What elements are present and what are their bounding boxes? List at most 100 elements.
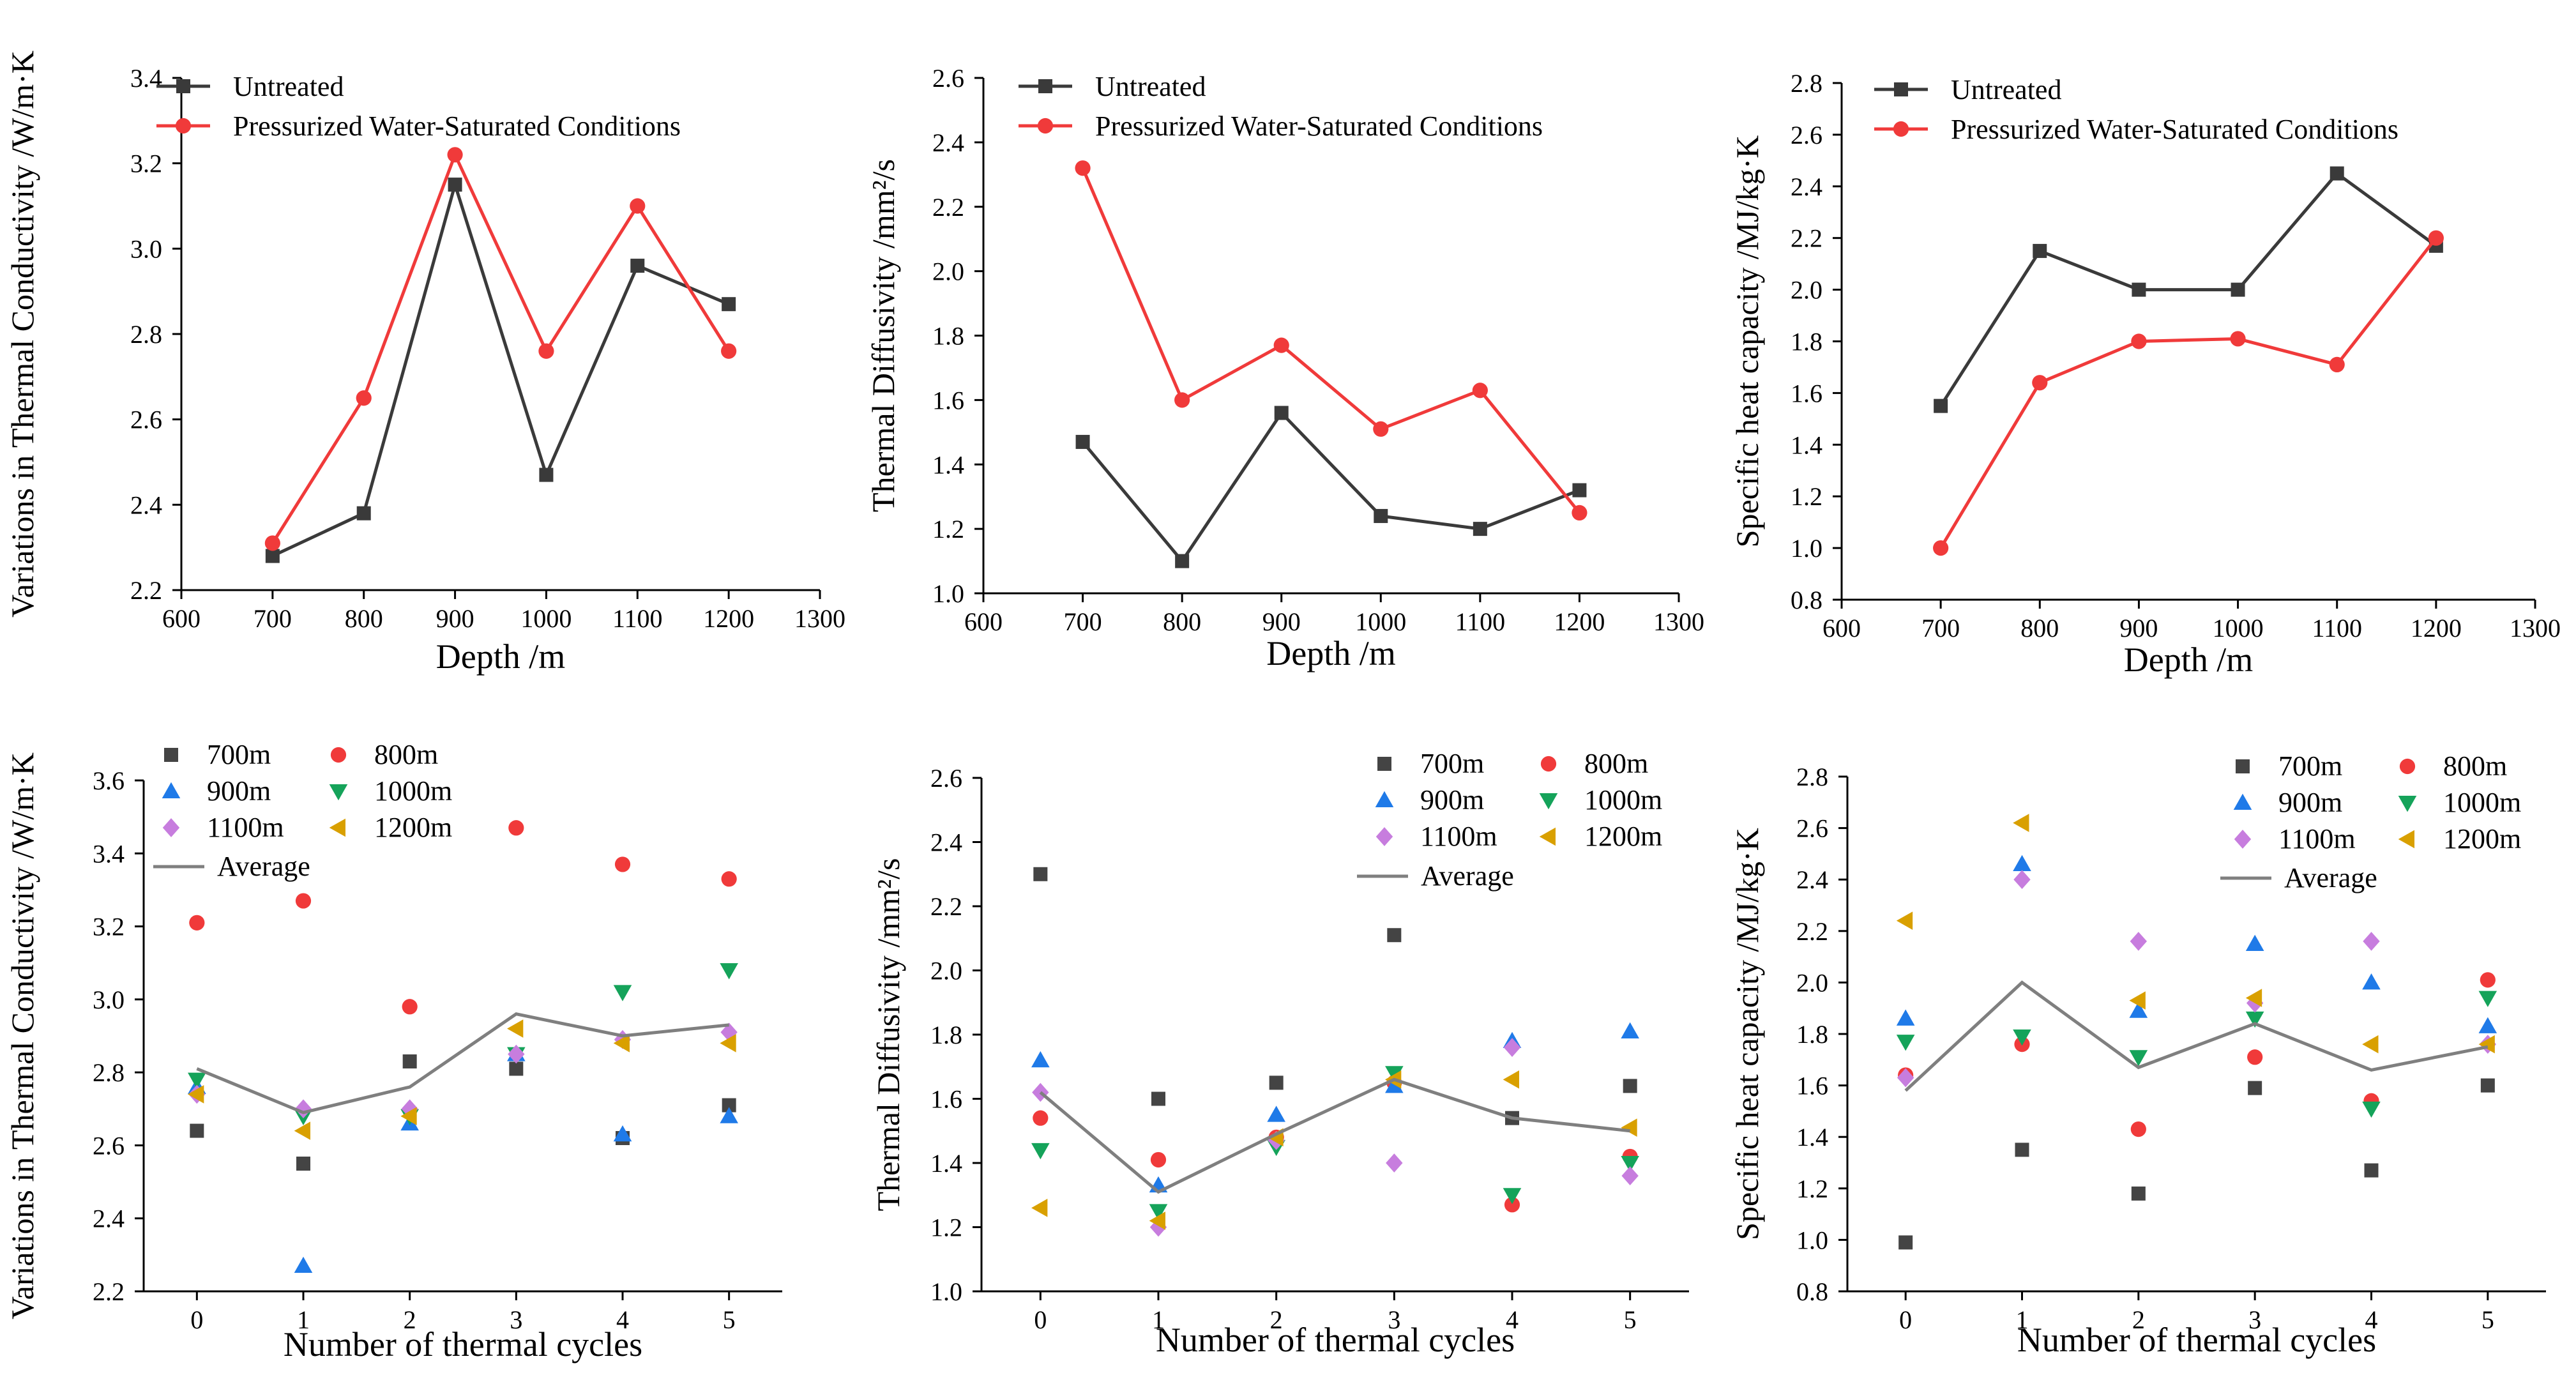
data-point-700m-5 — [722, 1098, 736, 1113]
data-point-1200m-1 — [2013, 814, 2029, 832]
data-point-pressurized-water-saturated-conditions-700 — [1075, 160, 1091, 176]
legend-marker — [164, 748, 178, 762]
x-tick-label: 700 — [1064, 607, 1102, 636]
y-tick-label: 2.2 — [930, 892, 962, 921]
x-tick-label: 2 — [404, 1305, 416, 1334]
data-point-700m-3 — [1387, 928, 1402, 943]
legend-marker — [176, 79, 190, 93]
x-tick-label: 1100 — [1455, 607, 1506, 636]
data-point-900m-1 — [2013, 855, 2031, 872]
x-tick-label: 900 — [2119, 614, 2158, 642]
series-line-untreated — [1939, 171, 2437, 407]
y-tick-label: 1.2 — [1796, 1174, 1828, 1203]
legend-label: 1000m — [374, 775, 452, 807]
y-tick-label: 1.2 — [932, 515, 964, 543]
plot-area — [188, 820, 738, 1273]
data-point-untreated-700 — [1934, 399, 1948, 413]
x-tick-label: 1100 — [2312, 614, 2362, 642]
x-tick-label: 900 — [436, 604, 474, 633]
x-axis-title: Number of thermal cycles — [284, 1325, 642, 1364]
data-point-pressurized-water-saturated-conditions-800 — [2032, 375, 2048, 391]
x-tick-label: 5 — [1624, 1305, 1637, 1334]
data-point-1000m-5 — [2478, 991, 2497, 1007]
legend-marker — [2399, 758, 2416, 775]
data-point-untreated-1000 — [539, 467, 554, 482]
data-point-1200m-0 — [1896, 911, 1913, 930]
x-tick-label: 800 — [345, 604, 383, 633]
plot-area — [1896, 814, 2497, 1250]
data-point-untreated-900 — [448, 178, 462, 192]
chart-panel-heatcap-cycles: 0 1 2 3 4 5 0.8 1.0 1.2 1.4 1.6 1.8 2.0 2.2 2.4 2.6 2.8 N… — [1729, 750, 2546, 1359]
x-tick-label: 3 — [510, 1305, 522, 1334]
x-tick-label: 700 — [254, 604, 292, 633]
data-point-1200m-2 — [2129, 991, 2146, 1010]
data-point-untreated-1100 — [2330, 166, 2344, 181]
chart-panel-conductivity-depth: 600 700 800 900 1000 1100 1200 1300 2.2 2.4 2.6 2.8… — [4, 50, 845, 676]
data-point-untreated-800 — [2033, 243, 2047, 258]
y-tick-label: 3.4 — [130, 64, 162, 93]
y-tick-label: 2.2 — [93, 1277, 125, 1306]
x-tick-label: 600 — [162, 604, 201, 633]
data-point-1000m-0 — [1896, 1035, 1915, 1051]
y-axis-title: Variations in Thermal Conductivity /W/m·… — [4, 752, 40, 1319]
data-point-pressurized-water-saturated-conditions-1000 — [538, 343, 554, 359]
data-point-900m-2 — [1267, 1105, 1285, 1122]
data-point-pressurized-water-saturated-conditions-1000 — [1373, 421, 1389, 437]
x-tick-label: 3 — [1388, 1305, 1400, 1334]
series-line-pressurized-water-saturated-conditions — [271, 150, 731, 544]
data-point-1000m-3 — [2245, 1011, 2264, 1028]
data-point-900m-5 — [1621, 1022, 1639, 1038]
x-axis-title: Number of thermal cycles — [1156, 1321, 1515, 1359]
y-tick-label: 2.8 — [93, 1058, 125, 1087]
y-tick-label: 2.4 — [130, 490, 162, 519]
data-point-1200m-5 — [1621, 1118, 1637, 1137]
data-point-pressurized-water-saturated-conditions-1100 — [630, 198, 646, 214]
x-tick-label: 0 — [1899, 1305, 1912, 1334]
legend-marker — [1038, 79, 1052, 93]
data-point-1100m-1 — [294, 1099, 312, 1119]
legend-marker — [2398, 796, 2417, 812]
legend-label: Pressurized Water-Saturated Conditions — [1951, 114, 2398, 145]
data-point-700m-1 — [1151, 1091, 1165, 1106]
y-axis-title: Specific heat capacity /MJ/kg·K — [1729, 135, 1765, 548]
data-point-900m-4 — [613, 1125, 632, 1142]
data-point-untreated-800 — [356, 506, 371, 520]
data-point-800m-4 — [614, 856, 631, 872]
data-point-pressurized-water-saturated-conditions-700 — [264, 535, 280, 551]
data-point-1100m-3 — [508, 1044, 525, 1064]
data-point-900m-0 — [1031, 1051, 1050, 1068]
series-line-pressurized-water-saturated-conditions — [1939, 237, 2437, 549]
data-point-1100m-5 — [1621, 1166, 1639, 1185]
legend-label: 800m — [374, 739, 438, 770]
data-point-1200m-4 — [613, 1034, 630, 1052]
data-point-800m-0 — [189, 915, 205, 931]
legend: 700m 800m 900m 1000m 1100m 1200m Average — [2220, 750, 2521, 893]
chart-panel-diffusivity-depth: 600 700 800 900 1000 1100 1200 1300 1.0 1.2 1.4 1.6… — [865, 64, 1704, 672]
x-tick-label: 600 — [964, 607, 1003, 636]
x-tick-label: 1 — [297, 1305, 310, 1334]
x-tick-label: 1 — [1152, 1305, 1165, 1334]
y-tick-label: 2.0 — [932, 257, 964, 286]
data-point-untreated-1100 — [1473, 522, 1487, 536]
data-point-pressurized-water-saturated-conditions-1200 — [1572, 505, 1587, 521]
legend-label: 1200m — [2443, 823, 2521, 855]
data-point-1000m-2 — [2129, 1050, 2148, 1067]
legend-marker — [2398, 830, 2414, 849]
data-point-untreated-1000 — [2231, 282, 2245, 297]
y-tick-label: 1.4 — [1791, 430, 1822, 459]
y-tick-label: 1.2 — [1791, 482, 1822, 511]
legend-label: 900m — [207, 775, 271, 807]
legend-label: Average — [1421, 860, 1514, 892]
x-tick-label: 0 — [1034, 1305, 1047, 1334]
y-axis-title: Specific heat capacity /MJ/kg·K — [1729, 828, 1765, 1240]
y-tick-label: 2.6 — [1791, 121, 1822, 149]
legend: Untreated Pressurized Water-Saturated Con… — [156, 71, 681, 142]
y-tick-label: 2.8 — [130, 320, 162, 349]
legend-label: 900m — [2278, 787, 2342, 818]
legend-label: 700m — [1420, 748, 1484, 779]
x-tick-label: 900 — [1262, 607, 1301, 636]
legend-label: Untreated — [1951, 74, 2061, 105]
series-line-average — [1904, 980, 2489, 1092]
legend-label: 900m — [1420, 784, 1484, 816]
